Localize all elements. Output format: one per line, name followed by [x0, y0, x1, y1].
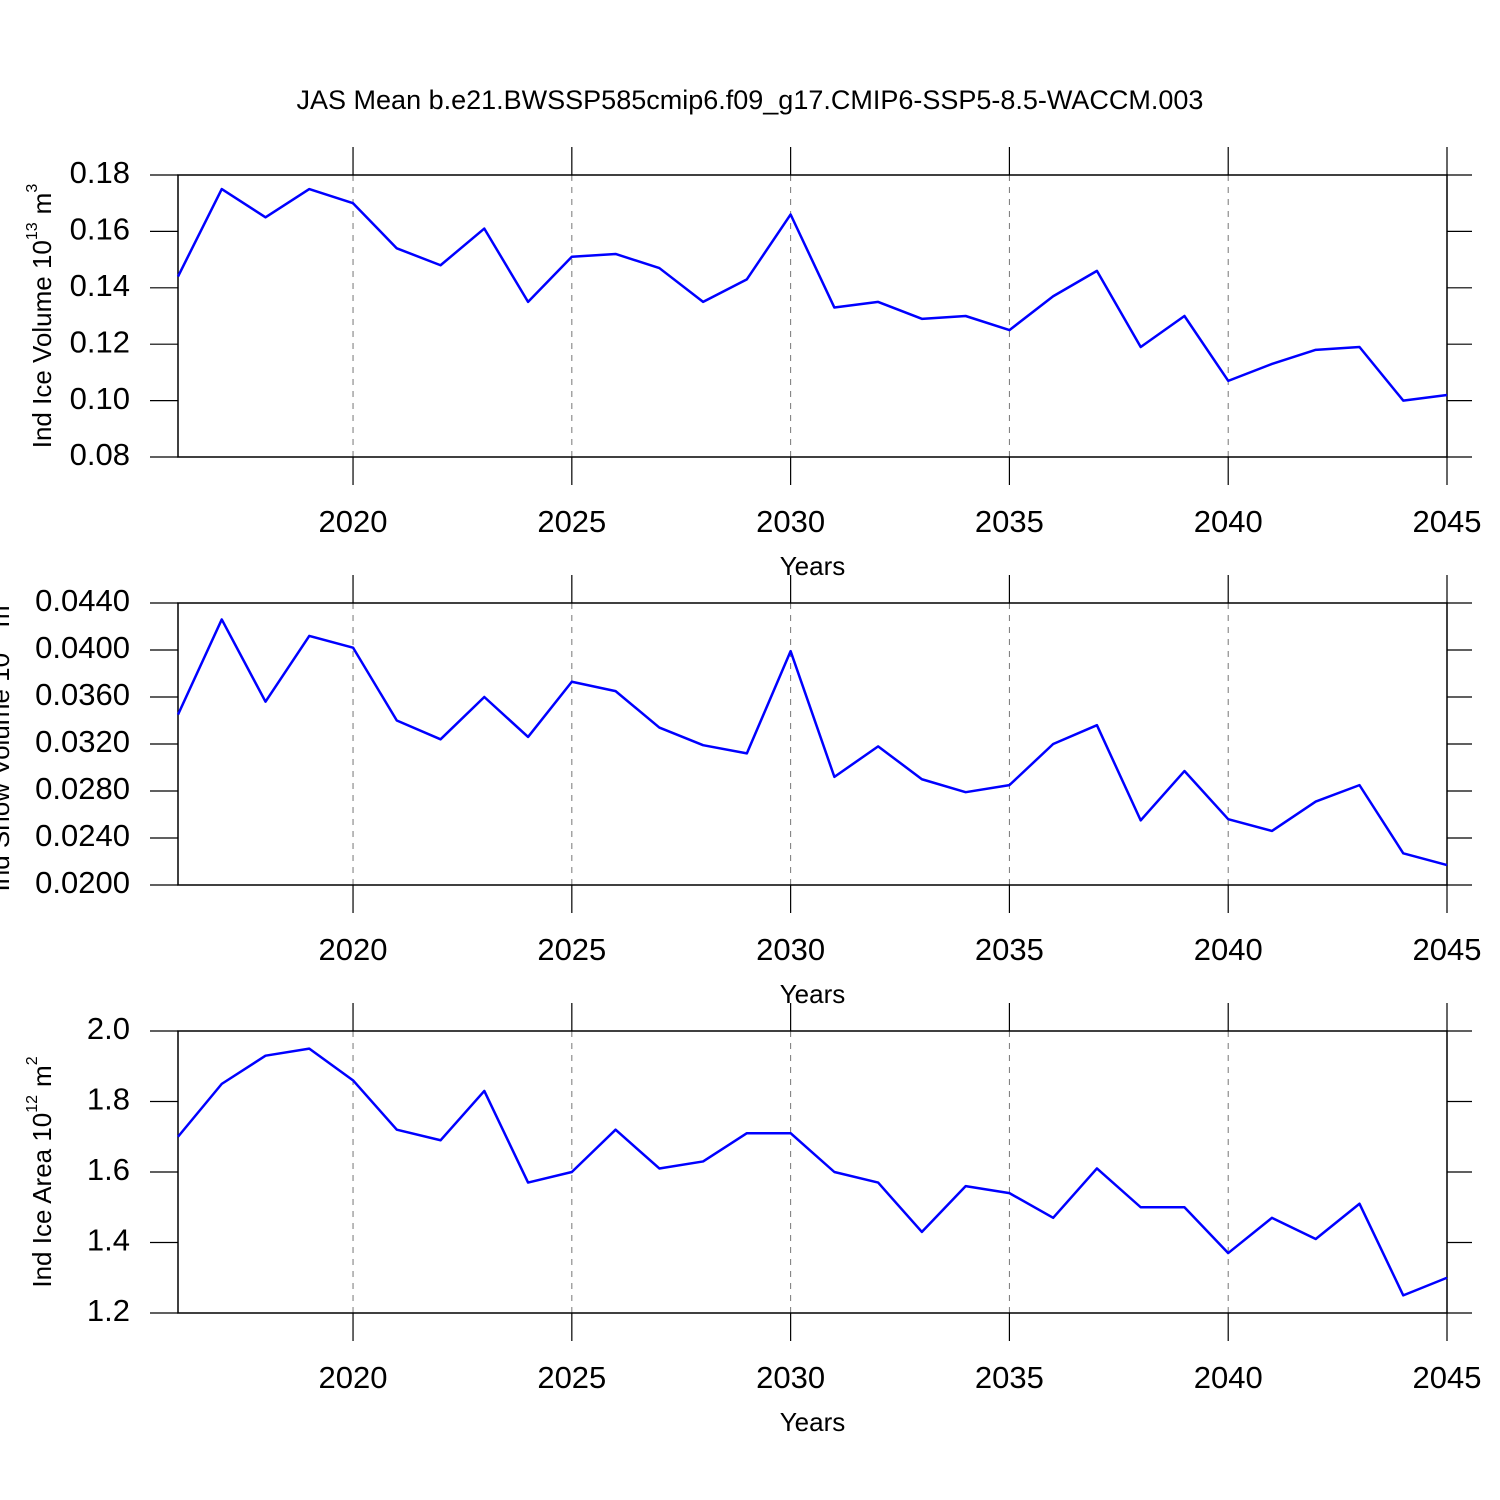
x-tick-label: 2020 — [319, 504, 388, 539]
y-axis-label-unit: m — [27, 193, 57, 215]
y-tick-label: 2.0 — [87, 1011, 130, 1046]
x-tick-label: 2025 — [537, 932, 606, 967]
x-tick-label: 2035 — [975, 932, 1044, 967]
y-axis-label-text: Ind Ice Volume 10 — [27, 240, 57, 448]
data-line — [176, 618, 1448, 867]
x-tick-label: 2045 — [1413, 1360, 1482, 1395]
y-tick-label: 0.0360 — [35, 677, 130, 712]
y-tick-label: 0.0320 — [35, 724, 130, 759]
y-tick-label: 1.2 — [87, 1293, 130, 1328]
x-tick-label: 2035 — [975, 504, 1044, 539]
figure-title: JAS Mean b.e21.BWSSP585cmip6.f09_g17.CMI… — [297, 85, 1204, 115]
y-axis-label-exponent: 13 — [24, 222, 41, 240]
x-tick-label: 2045 — [1413, 504, 1482, 539]
y-tick-label: 0.0200 — [35, 865, 130, 900]
y-tick-label: 0.0240 — [35, 818, 130, 853]
plot-frame — [177, 174, 1448, 458]
x-tick-label: 2045 — [1413, 932, 1482, 967]
y-axis-label-unit: m — [0, 605, 15, 627]
x-tick-label: 2020 — [319, 1360, 388, 1395]
y-tick-label: 0.14 — [70, 268, 130, 303]
x-tick-label: 2040 — [1194, 1360, 1263, 1395]
y-axis-label-unit-exponent: 3 — [24, 184, 41, 193]
y-axis-label-unit-exponent: 2 — [24, 1056, 41, 1065]
x-axis-label: Years — [780, 979, 846, 1009]
y-tick-label: 1.6 — [87, 1152, 130, 1187]
y-tick-label: 0.0440 — [35, 583, 130, 618]
y-axis-label-exponent: 12 — [24, 1095, 41, 1113]
y-axis-label-unit: m — [27, 1065, 57, 1087]
y-axis-label-text: Ind Snow Volume 10 — [0, 653, 15, 892]
y-tick-label: 0.18 — [70, 155, 130, 190]
x-tick-label: 2035 — [975, 1360, 1044, 1395]
y-axis-label-text: Ind Ice Area 10 — [27, 1113, 57, 1288]
plot-frame — [177, 602, 1448, 886]
y-tick-label: 0.10 — [70, 381, 130, 416]
y-tick-label: 0.0280 — [35, 771, 130, 806]
y-tick-label: 0.08 — [70, 437, 130, 472]
x-tick-label: 2040 — [1194, 932, 1263, 967]
y-tick-label: 1.8 — [87, 1082, 130, 1117]
x-tick-label: 2020 — [319, 932, 388, 967]
y-axis-label: Ind Ice Volume 1013 m3 — [24, 184, 57, 449]
x-tick-label: 2025 — [537, 504, 606, 539]
y-tick-label: 1.4 — [87, 1223, 130, 1258]
x-tick-label: 2040 — [1194, 504, 1263, 539]
y-tick-label: 0.16 — [70, 212, 130, 247]
x-tick-label: 2025 — [537, 1360, 606, 1395]
y-axis-label: Ind Ice Area 1012 m2 — [24, 1056, 57, 1287]
x-axis-label: Years — [780, 551, 846, 581]
data-line — [176, 187, 1448, 402]
y-tick-label: 0.12 — [70, 324, 130, 359]
x-tick-label: 2030 — [756, 1360, 825, 1395]
y-axis-label: Ind Snow Volume 1013m3 — [0, 596, 15, 891]
plot-frame — [177, 1030, 1448, 1314]
x-axis-label: Years — [780, 1407, 846, 1437]
x-tick-label: 2030 — [756, 932, 825, 967]
x-tick-label: 2030 — [756, 504, 825, 539]
data-line — [177, 1047, 1448, 1297]
y-tick-label: 0.0400 — [35, 630, 130, 665]
